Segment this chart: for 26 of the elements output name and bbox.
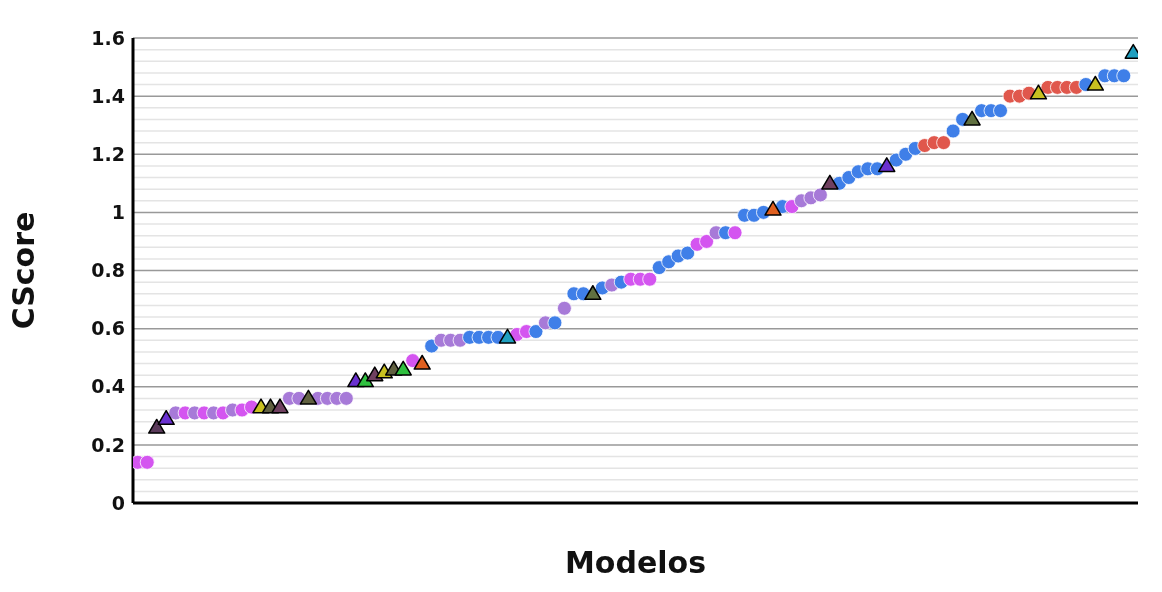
point	[356, 372, 375, 388]
point	[157, 409, 175, 426]
point	[147, 418, 166, 434]
y-tick-label: 0.6	[91, 317, 125, 340]
point	[821, 174, 839, 190]
y-tick-label: 0.8	[91, 259, 125, 282]
y-tick-label: 0.2	[91, 433, 125, 456]
point	[413, 354, 431, 370]
point	[299, 389, 318, 405]
point	[1029, 84, 1048, 100]
y-tick-label: 1.4	[91, 84, 125, 107]
point	[394, 360, 412, 376]
y-tick-label: 1.2	[91, 142, 125, 165]
y-tick-label: 1	[111, 201, 125, 224]
y-tick-label: 1.6	[91, 26, 125, 49]
point	[584, 285, 602, 301]
y-axis-title: CScore	[5, 211, 41, 330]
y-tick-label: 0.4	[91, 375, 125, 398]
point	[498, 328, 517, 344]
point	[878, 157, 896, 173]
x-axis-title: Modelos	[564, 545, 707, 580]
point	[271, 398, 289, 414]
point	[1086, 75, 1105, 91]
point	[963, 110, 981, 126]
y-tick-label: 0	[111, 491, 125, 514]
point	[764, 200, 782, 216]
